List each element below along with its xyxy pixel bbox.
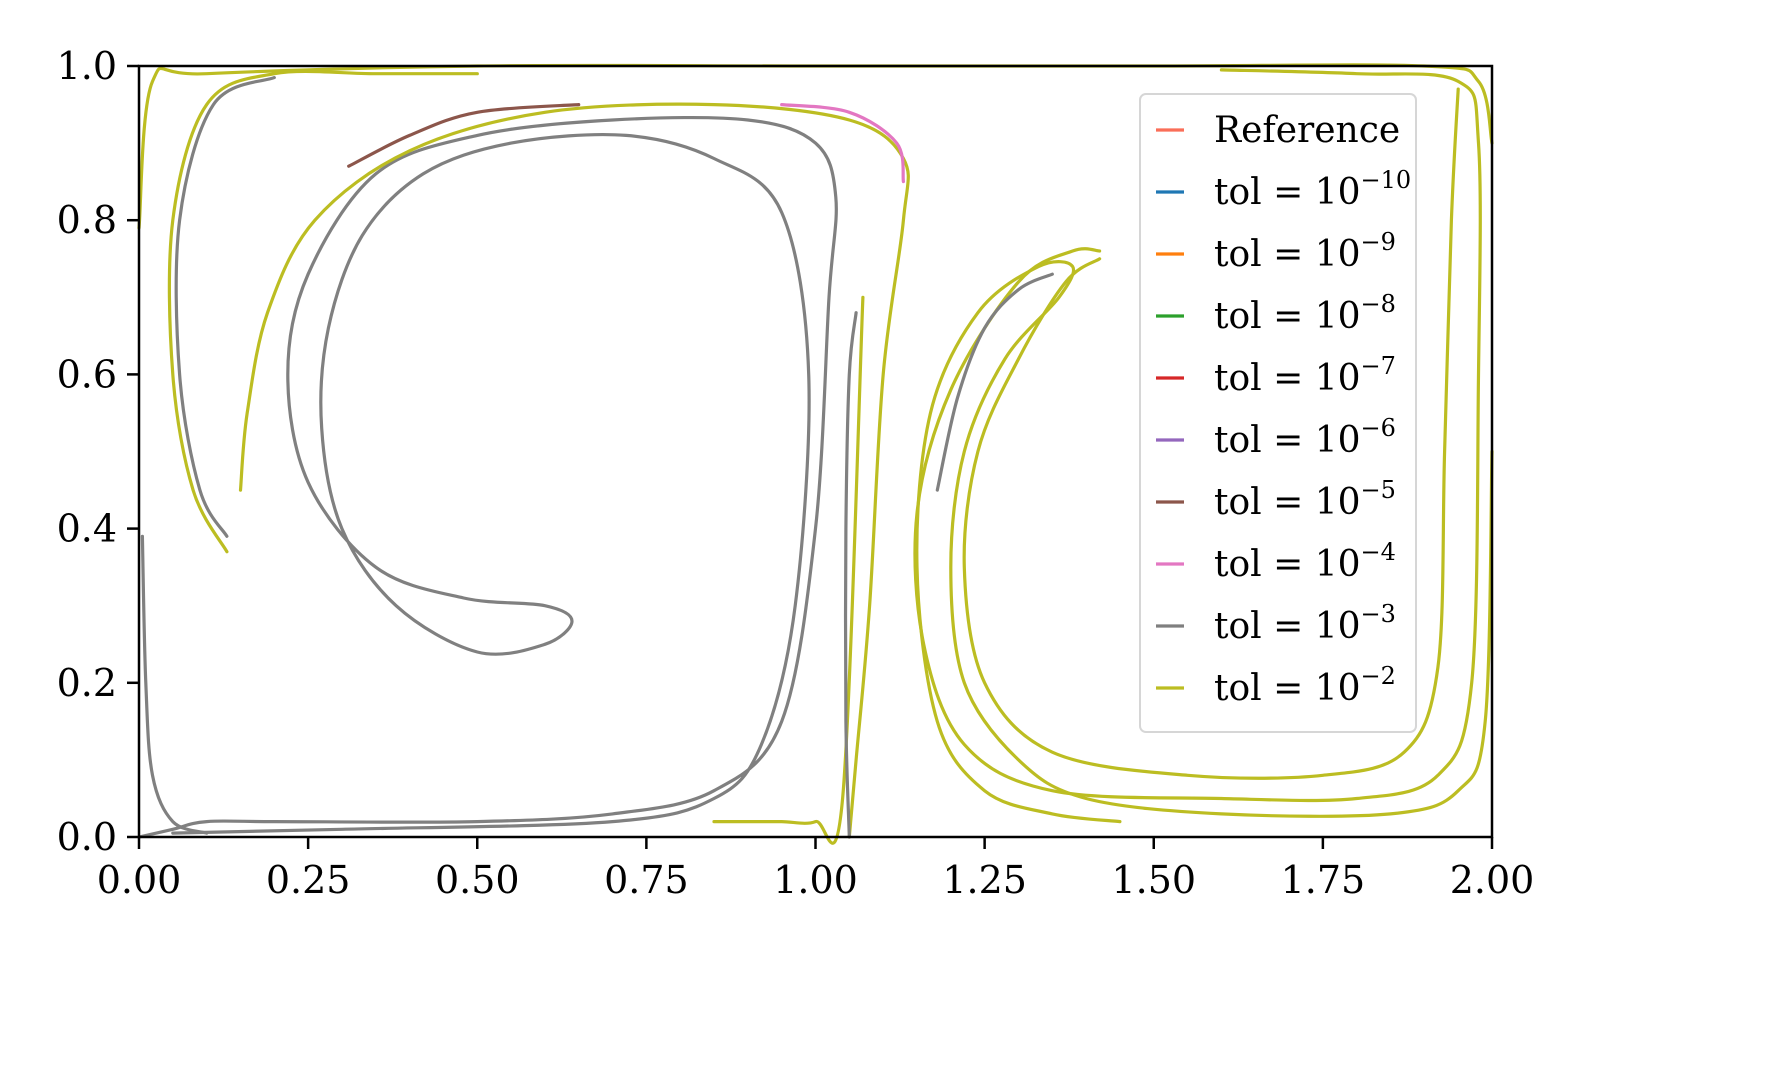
x-tick-label: 0.00 xyxy=(97,858,182,902)
series-line-2 xyxy=(238,102,910,839)
series-line-0 xyxy=(137,115,838,839)
series-line-13 xyxy=(780,103,905,184)
y-tick-label: 0.6 xyxy=(57,352,117,396)
x-tick-label: 2.00 xyxy=(1450,858,1535,902)
series-line-7 xyxy=(962,87,1460,780)
x-tick-label: 0.50 xyxy=(435,858,520,902)
series-line-9 xyxy=(935,272,1054,492)
series-line-8 xyxy=(915,260,1494,824)
x-tick-label: 0.75 xyxy=(604,858,689,902)
series-line-6 xyxy=(913,68,1482,803)
series-line-5 xyxy=(174,76,276,538)
y-tick-label: 0.2 xyxy=(57,661,117,705)
y-tick-label: 0.8 xyxy=(57,198,117,242)
y-tick-label: 1.0 xyxy=(57,44,117,88)
tick-layer: 0.00 0.25 0.50 0.75 1.00 1.25 1.50 1.75 2.00 0.0 0… xyxy=(57,44,1535,902)
series-line-10 xyxy=(140,534,209,835)
legend-label: tol = 10−6 xyxy=(1214,414,1396,461)
x-tick-label: 0.25 xyxy=(266,858,351,902)
series-line-12 xyxy=(347,103,581,168)
x-tick-label: 1.50 xyxy=(1111,858,1196,902)
series-line-4 xyxy=(167,69,479,554)
legend-box xyxy=(1139,93,1417,733)
series-layer xyxy=(137,63,1494,845)
x-tick-label: 1.25 xyxy=(942,858,1027,902)
legend-label: tol = 10−8 xyxy=(1214,290,1396,337)
legend-label: Reference xyxy=(1214,110,1400,151)
x-tick-label: 1.75 xyxy=(1281,858,1366,902)
y-tick-label: 0.4 xyxy=(57,507,117,551)
series-line-3 xyxy=(712,295,865,845)
y-tick-label: 0.0 xyxy=(57,815,117,859)
series-line-11 xyxy=(843,311,858,839)
x-tick-label: 1.00 xyxy=(773,858,858,902)
